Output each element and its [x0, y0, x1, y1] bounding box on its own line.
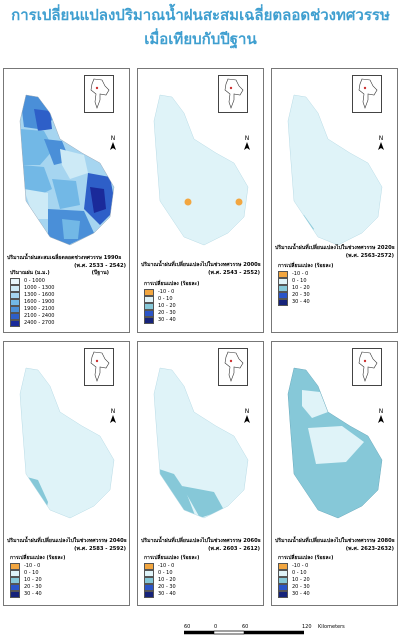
panel-caption: ปริมาณน้ำฝนที่เปลี่ยนแปลงไปในช่วงทศวรรษ … — [7, 538, 127, 544]
map-panel-2040s: N ปริมาณน้ำฝนที่เปลี่ยนแปลงไปในช่วงทศวรร… — [3, 341, 130, 606]
panel-caption: ปริมาณน้ำฝนที่เปลี่ยนแปลงไปในช่วงทศวรรษ … — [141, 538, 261, 544]
panel-years: (พ.ศ. 2543 - 2552) — [208, 270, 260, 276]
change-legend: การเปลี่ยนแปลง (ร้อยละ) -10 - 0 0 - 10 1… — [144, 281, 200, 324]
map-panel-2000s: N ปริมาณน้ำฝนที่เปลี่ยนแปลงไปในช่วงทศวรร… — [137, 68, 264, 333]
legend-item: 1900 - 2100 — [10, 306, 54, 313]
north-arrow-icon: N — [244, 135, 250, 152]
legend-item: 0 - 1000 — [10, 278, 54, 285]
panel-caption: ปริมาณน้ำฝนที่เปลี่ยนแปลงไปในช่วงทศวรรษ … — [275, 245, 395, 251]
thailand-inset-map — [84, 75, 114, 113]
thailand-inset-map — [352, 75, 382, 113]
scale-tick: 60 — [242, 624, 249, 630]
legend-item: 1000 - 1300 — [10, 285, 54, 292]
basin-map-2020s — [287, 94, 383, 246]
scale-unit: Kilometers — [318, 624, 345, 630]
north-arrow-icon: N — [110, 135, 116, 152]
north-arrow-icon: N — [378, 408, 384, 425]
basin-map-2000s — [153, 94, 249, 246]
north-arrow-icon: N — [110, 408, 116, 425]
legend-item: 2400 - 2700 — [10, 320, 54, 327]
change-legend: การเปลี่ยนแปลง (ร้อยละ) -10 - 0 0 - 10 1… — [144, 555, 200, 598]
north-arrow-icon: N — [378, 135, 384, 152]
map-panel-2080s: N ปริมาณน้ำฝนที่เปลี่ยนแปลงไปในช่วงทศวรร… — [271, 341, 398, 606]
map-panel-2060s: N ปริมาณน้ำฝนที่เปลี่ยนแปลงไปในช่วงทศวรร… — [137, 341, 264, 606]
map-panel-1990s: N ปริมาณน้ำฝนสะสมเฉลี่ยตลอดช่วงทศวรรษ 19… — [3, 68, 130, 333]
change-legend: การเปลี่ยนแปลง (ร้อยละ) -10 - 0 0 - 10 1… — [278, 555, 334, 598]
change-legend: การเปลี่ยนแปลง (ร้อยละ) -10 - 0 0 - 10 1… — [10, 555, 66, 598]
basin-map-2080s — [287, 367, 383, 519]
thailand-inset-map — [352, 348, 382, 386]
thailand-inset-map — [84, 348, 114, 386]
map-title-line2: เมื่อเทียบกับปีฐาน — [144, 30, 257, 48]
panel-years: (พ.ศ. 2583 - 2592) — [74, 546, 126, 552]
panel-years: (พ.ศ. 2603 - 2612) — [208, 546, 260, 552]
rainfall-legend: ปริมาณฝน (ม.ม.) 0 - 1000 1000 - 1300 130… — [10, 270, 55, 327]
panel-caption: ปริมาณน้ำฝนสะสมเฉลี่ยตลอดช่วงทศวรรษ 1990… — [7, 255, 122, 261]
legend-item: 2100 - 2400 — [10, 313, 54, 320]
basin-map-1990s — [19, 94, 115, 246]
legend-item: 1600 - 1900 — [10, 299, 54, 306]
scale-tick: 120 — [302, 624, 312, 630]
panel-years: (พ.ศ. 2533 - 2542) — [74, 263, 126, 269]
scale-tick: 60 — [184, 624, 191, 630]
panel-caption: ปริมาณน้ำฝนที่เปลี่ยนแปลงไปในช่วงทศวรรษ … — [141, 262, 261, 268]
panel-years: (พ.ศ. 2563-2572) — [345, 253, 394, 259]
panel-years: (พ.ศ. 2623-2632) — [345, 546, 394, 552]
basin-map-2040s — [19, 367, 115, 519]
change-legend: การเปลี่ยนแปลง (ร้อยละ) -10 - 0 0 - 10 1… — [278, 263, 334, 306]
north-arrow-icon: N — [244, 408, 250, 425]
panel-baseline-note: (ปีฐาน) — [91, 270, 109, 276]
panel-caption: ปริมาณน้ำฝนที่เปลี่ยนแปลงไปในช่วงทศวรรษ … — [275, 538, 395, 544]
map-title-line1: การเปลี่ยนแปลงปริมาณน้ำฝนสะสมเฉลี่ยตลอดช… — [11, 6, 390, 24]
thailand-inset-map — [218, 348, 248, 386]
basin-map-2060s — [153, 367, 249, 519]
map-panel-2020s: N ปริมาณน้ำฝนที่เปลี่ยนแปลงไปในช่วงทศวรร… — [271, 68, 398, 333]
scale-bar: 60 0 60 120 Kilometers — [184, 624, 401, 640]
legend-item: 1300 - 1600 — [10, 292, 54, 299]
scale-tick: 0 — [214, 624, 218, 630]
thailand-inset-map — [218, 75, 248, 113]
